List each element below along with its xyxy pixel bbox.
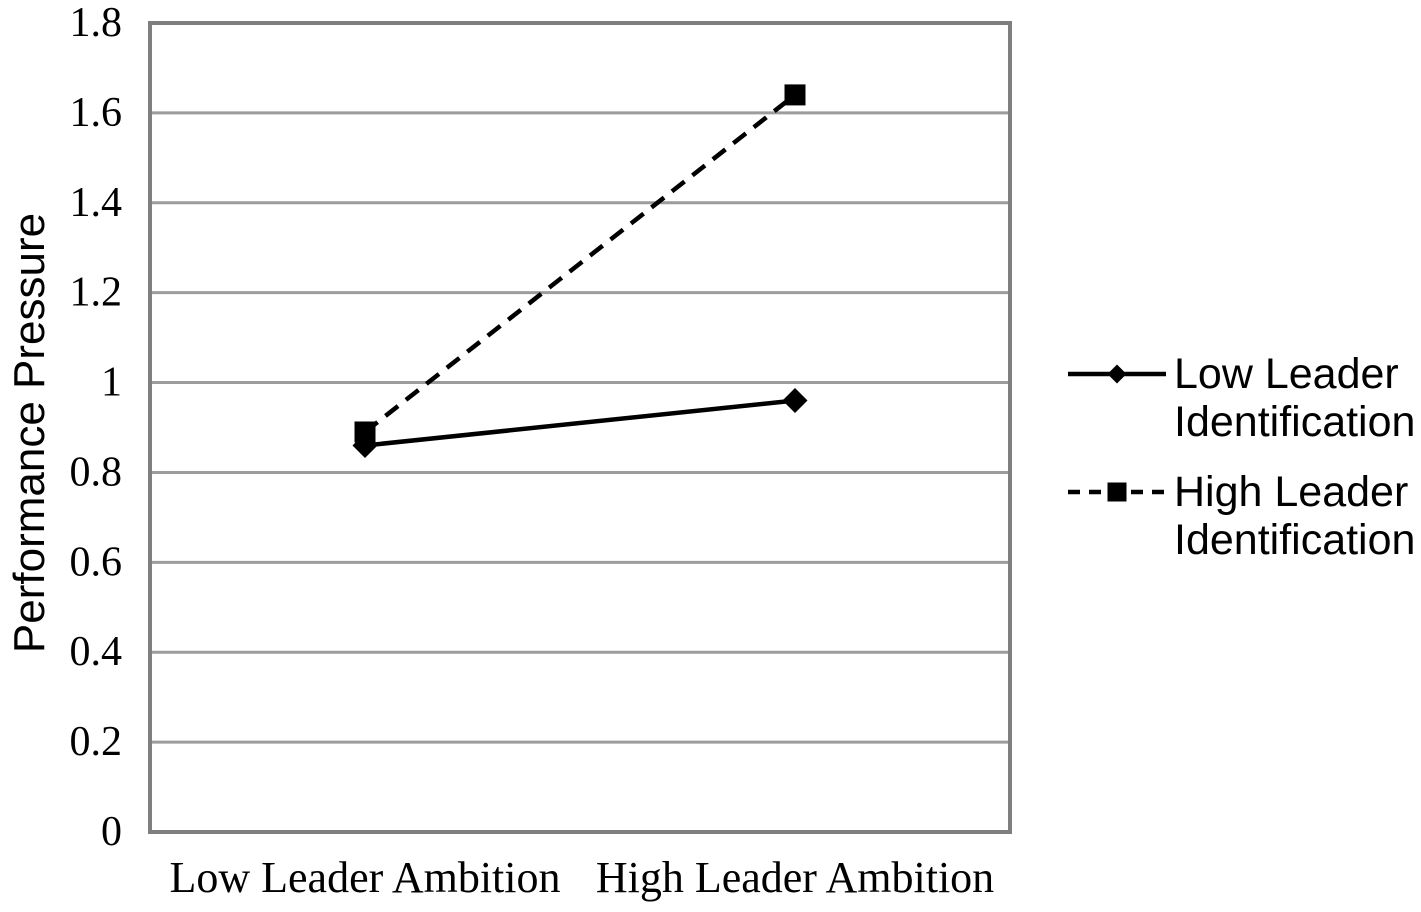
legend-label-low-leader-identification: Identification: [1174, 398, 1415, 446]
legend-marker-diamond: [1107, 364, 1127, 384]
y-tick-label: 1.4: [70, 180, 123, 226]
y-tick-label: 1.2: [70, 270, 123, 316]
y-tick-label: 0.4: [70, 629, 123, 675]
plot-area-border: [148, 21, 1012, 834]
y-tick-label: 0.8: [70, 449, 123, 495]
y-tick-label: 0.6: [70, 539, 123, 585]
y-tick-label: 1.6: [70, 90, 123, 136]
marker-square-high-leader-identification: [784, 84, 806, 106]
marker-diamond-low-leader-identification: [782, 388, 808, 414]
y-tick-label: 0.2: [70, 719, 123, 765]
x-category-label: High Leader Ambition: [596, 853, 994, 902]
legend-label-high-leader-identification: Identification: [1174, 516, 1415, 564]
series-line-high-leader-identification: [363, 93, 797, 434]
x-category-label: Low Leader Ambition: [169, 853, 560, 902]
marker-square-high-leader-identification: [354, 421, 376, 443]
y-tick-label: 0: [101, 809, 122, 855]
series-line-low-leader-identification: [364, 398, 796, 448]
y-tick-label: 1: [101, 360, 122, 406]
legend-label-low-leader-identification: Low Leader: [1174, 350, 1399, 398]
legend-label-high-leader-identification: High Leader: [1174, 468, 1408, 516]
y-tick-label: 1.8: [70, 0, 123, 46]
legend-marker-square: [1107, 482, 1127, 502]
